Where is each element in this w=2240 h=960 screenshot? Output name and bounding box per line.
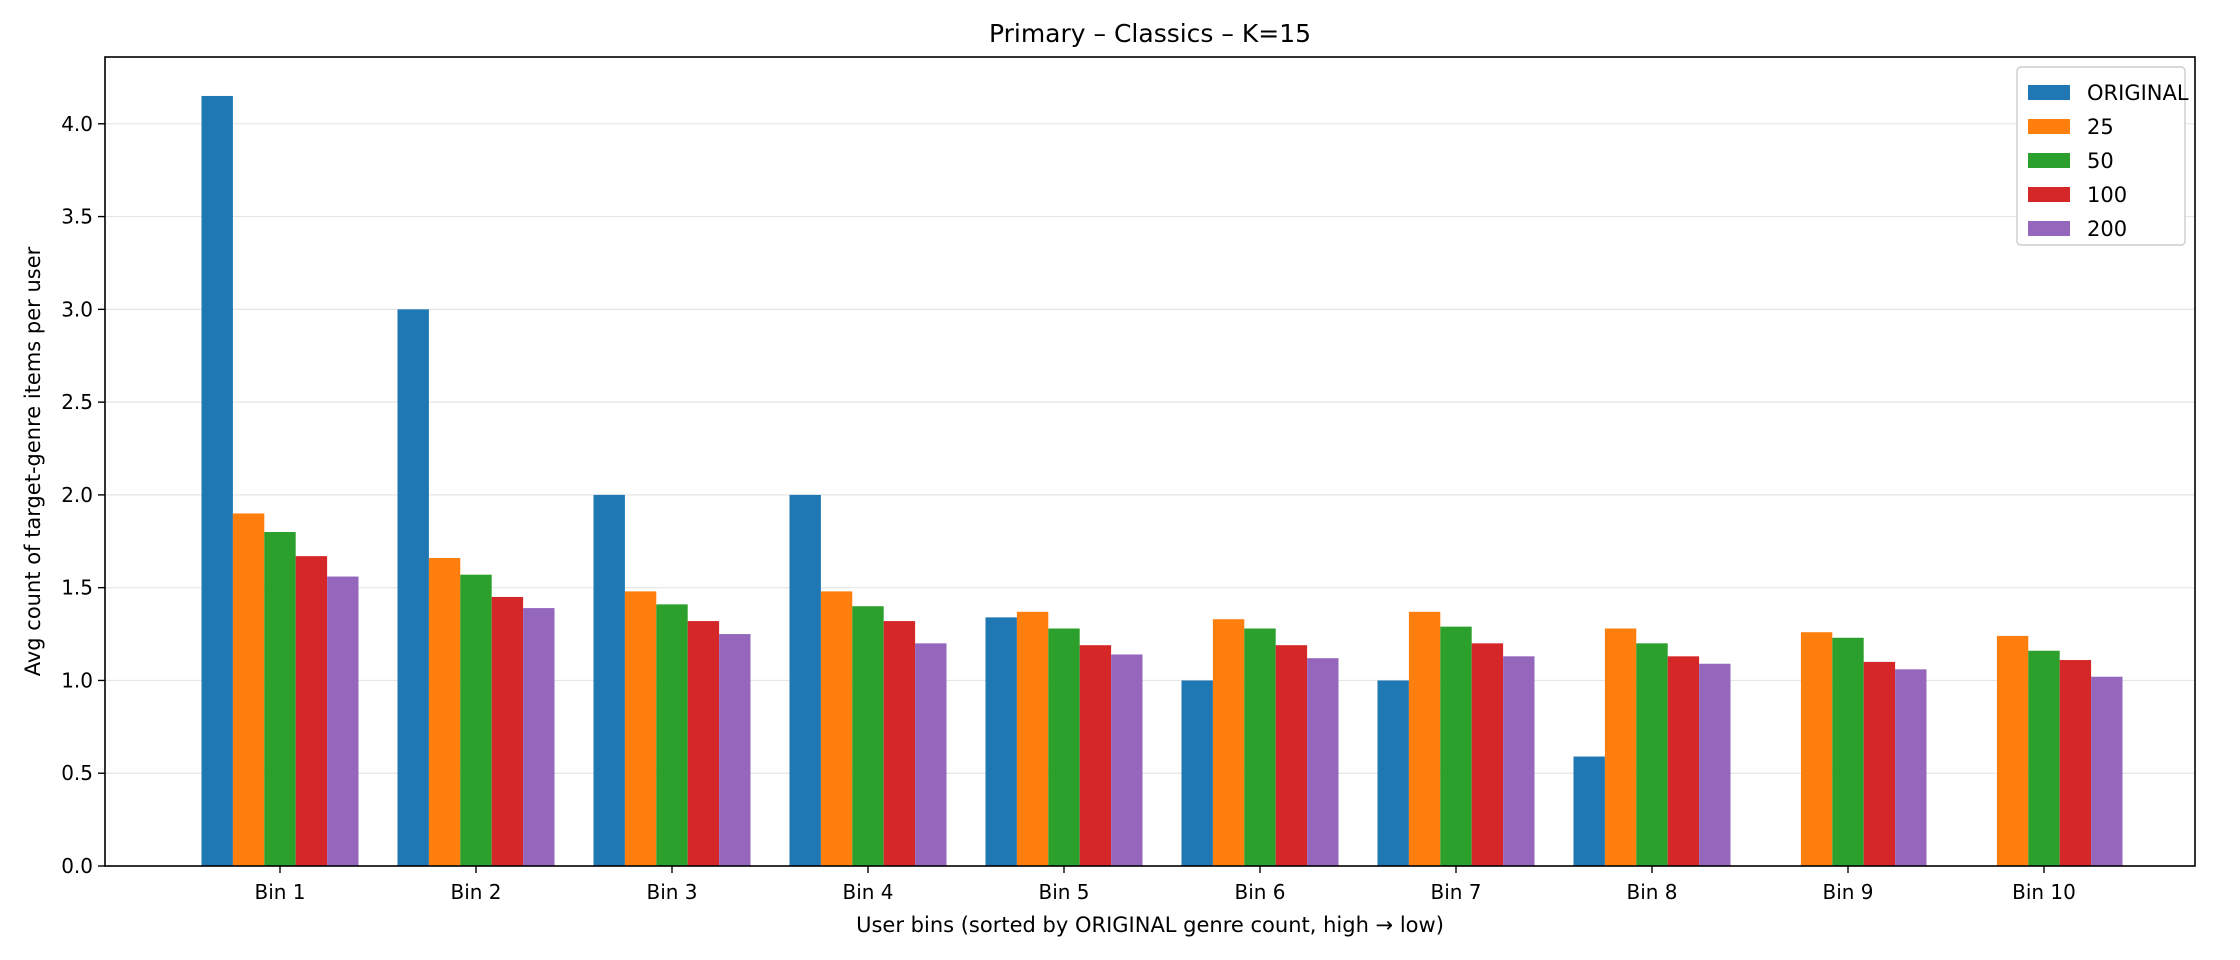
bar-50-bin-1 — [264, 532, 296, 866]
x-axis-ticks: Bin 1 Bin 2 Bin 3 Bin 4 Bin 5 Bin 6 Bin 7 Bin 8… — [254, 866, 2076, 904]
bar-50-bin-10 — [2028, 650, 2060, 866]
x-tick-label: Bin 2 — [450, 880, 501, 904]
y-tick-label: 4.0 — [61, 112, 93, 136]
x-tick-label: Bin 1 — [254, 880, 305, 904]
bar-100-bin-4 — [883, 621, 916, 866]
legend-label: 200 — [2087, 217, 2127, 241]
plot-frame — [104, 56, 2196, 867]
bar-100-bin-9 — [1863, 661, 1896, 866]
bar-50-bin-4 — [852, 606, 884, 866]
bar-original-bin-6 — [1181, 680, 1213, 866]
bar-25-bin-4 — [820, 591, 853, 866]
legend-label: 50 — [2087, 149, 2114, 173]
bar-100-bin-1 — [295, 556, 328, 866]
bar-200-bin-2 — [523, 608, 555, 866]
legend-swatch — [2028, 221, 2070, 236]
bar-50-bin-6 — [1244, 628, 1276, 866]
legend: ORIGINAL 25 50 100 200 — [2016, 66, 2189, 246]
bar-200-bin-8 — [1699, 663, 1731, 866]
bar-100-bin-8 — [1667, 656, 1700, 866]
bar-25-bin-7 — [1408, 611, 1441, 866]
legend-label: 100 — [2087, 183, 2127, 207]
y-tick-label: 2.5 — [61, 390, 93, 414]
y-tick-label: 1.0 — [61, 668, 93, 692]
bar-original-bin-7 — [1377, 680, 1409, 866]
bar-100-bin-3 — [687, 621, 720, 866]
bar-100-bin-5 — [1079, 645, 1112, 866]
x-tick-label: Bin 5 — [1038, 880, 1089, 904]
x-tick-label: Bin 10 — [2012, 880, 2076, 904]
bar-50-bin-2 — [460, 574, 492, 866]
legend-swatch — [2028, 153, 2070, 168]
bar-original-bin-2 — [397, 309, 429, 866]
bar-original-bin-4 — [789, 494, 821, 866]
legend-label: 25 — [2087, 115, 2114, 139]
x-tick-label: Bin 9 — [1822, 880, 1873, 904]
bar-50-bin-5 — [1048, 628, 1080, 866]
chart-title: Primary – Classics – K=15 — [989, 19, 1311, 48]
bar-200-bin-4 — [915, 643, 947, 866]
bars — [201, 95, 2123, 867]
y-tick-label: 3.5 — [61, 205, 93, 229]
bar-original-bin-1 — [201, 95, 233, 867]
bar-200-bin-9 — [1895, 669, 1927, 866]
legend-swatch — [2028, 119, 2070, 134]
y-tick-label: 1.5 — [61, 576, 93, 600]
bar-25-bin-8 — [1604, 628, 1637, 866]
y-tick-label: 2.0 — [61, 483, 93, 507]
bar-original-bin-8 — [1573, 756, 1605, 866]
x-tick-label: Bin 7 — [1430, 880, 1481, 904]
bar-50-bin-7 — [1440, 626, 1472, 866]
bar-25-bin-1 — [232, 513, 265, 866]
bar-200-bin-1 — [327, 576, 359, 866]
bar-25-bin-6 — [1212, 619, 1245, 866]
bar-25-bin-10 — [1996, 635, 2029, 866]
x-tick-label: Bin 8 — [1626, 880, 1677, 904]
bar-200-bin-10 — [2091, 676, 2123, 866]
bar-50-bin-3 — [656, 604, 688, 866]
bar-100-bin-6 — [1275, 645, 1308, 866]
bar-200-bin-5 — [1111, 654, 1143, 866]
bar-original-bin-5 — [985, 617, 1017, 866]
y-axis-ticks: 0.0 0.5 1.0 1.5 2.0 2.5 3.0 3.5 4.0 — [61, 112, 105, 878]
bar-200-bin-3 — [719, 634, 751, 866]
x-tick-label: Bin 4 — [842, 880, 893, 904]
bar-25-bin-2 — [428, 557, 461, 866]
bar-200-bin-6 — [1307, 658, 1339, 866]
x-tick-label: Bin 6 — [1234, 880, 1285, 904]
y-tick-label: 0.5 — [61, 761, 93, 785]
x-axis-label: User bins (sorted by ORIGINAL genre coun… — [856, 913, 1444, 937]
y-tick-label: 3.0 — [61, 297, 93, 321]
bar-25-bin-9 — [1800, 632, 1833, 866]
bar-100-bin-2 — [491, 596, 524, 866]
bar-50-bin-9 — [1832, 637, 1864, 866]
y-axis-label: Avg count of target-genre items per user — [21, 246, 45, 676]
bar-25-bin-5 — [1016, 611, 1049, 866]
legend-swatch — [2028, 187, 2070, 202]
bar-200-bin-7 — [1503, 656, 1535, 866]
bar-100-bin-10 — [2059, 660, 2092, 866]
bar-25-bin-3 — [624, 591, 657, 866]
bar-50-bin-8 — [1636, 643, 1668, 866]
legend-label: ORIGINAL — [2087, 81, 2189, 105]
legend-swatch — [2028, 85, 2070, 100]
x-tick-label: Bin 3 — [646, 880, 697, 904]
y-tick-label: 0.0 — [61, 854, 93, 878]
bar-original-bin-3 — [593, 494, 625, 866]
bar-100-bin-7 — [1471, 643, 1504, 866]
